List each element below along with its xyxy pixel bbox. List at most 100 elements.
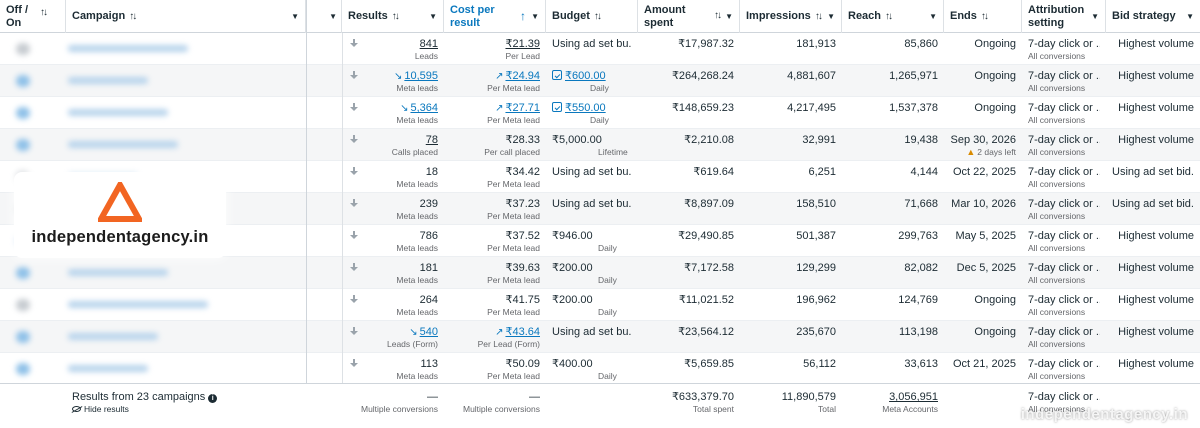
attribution-cell[interactable]: 7-day click or ... All conversions	[1022, 33, 1106, 65]
bid-strategy-cell[interactable]: Highest volume	[1106, 225, 1200, 257]
attribution-value[interactable]: 7-day click or ...	[1028, 198, 1100, 210]
results-value[interactable]: 540	[419, 326, 438, 338]
budget-value[interactable]: ₹400.00	[552, 358, 593, 370]
campaign-name-blurred[interactable]	[68, 45, 188, 52]
bid-strategy-cell[interactable]: Highest volume	[1106, 289, 1200, 321]
campaign-name-blurred[interactable]	[68, 141, 178, 148]
cost-cell[interactable]: ₹21.39 Per Lead	[444, 33, 546, 65]
cost-cell[interactable]: ₹39.63 Per Meta lead	[444, 257, 546, 289]
bid-strategy-cell[interactable]: Using ad set bid...	[1106, 161, 1200, 193]
toggle-switch[interactable]	[16, 139, 30, 151]
sort-icon[interactable]: ↑↓	[391, 11, 400, 22]
bid-strategy-cell[interactable]: Highest volume	[1106, 33, 1200, 65]
sort-icon[interactable]: ↑↓	[814, 11, 823, 22]
campaign-name-blurred[interactable]	[68, 269, 168, 276]
results-cell[interactable]: 78 Calls placed	[342, 129, 444, 161]
table-row[interactable]: 786 Meta leads ₹37.52 Per Meta lead ₹946.00 D…	[0, 225, 1200, 257]
results-cell[interactable]: ↘ 540 Leads (Form)	[342, 321, 444, 353]
bid-strategy-cell[interactable]: Highest volume	[1106, 129, 1200, 161]
toggle-switch[interactable]	[16, 107, 30, 119]
column-header-off-on[interactable]: Off / On ↑↓	[0, 0, 66, 33]
cost-value[interactable]: ₹28.33	[505, 134, 540, 146]
download-icon[interactable]	[350, 263, 358, 273]
download-icon[interactable]	[350, 167, 358, 177]
bid-strategy-value[interactable]: Highest volume	[1118, 70, 1194, 82]
chevron-down-icon[interactable]: ▼	[1186, 12, 1194, 21]
bid-strategy-cell[interactable]: Highest volume	[1106, 353, 1200, 385]
cost-value[interactable]: ₹50.09	[505, 358, 540, 370]
bid-strategy-cell[interactable]: Highest volume	[1106, 65, 1200, 97]
attribution-cell[interactable]: 7-day click or ... All conversions	[1022, 65, 1106, 97]
cost-cell[interactable]: ↗ ₹43.64 Per Lead (Form)	[444, 321, 546, 353]
table-row[interactable]: ↘ 10,595 Meta leads ↗ ₹24.94 Per Meta lead ₹60…	[0, 65, 1200, 97]
budget-value[interactable]: ₹600.00	[565, 70, 606, 82]
hide-results-button[interactable]: Hide results	[72, 404, 300, 415]
budget-cell[interactable]: ₹400.00 Daily	[546, 353, 638, 385]
sort-icon[interactable]: ↑↓	[129, 11, 137, 22]
download-icon[interactable]	[350, 231, 358, 241]
results-cell[interactable]: 786 Meta leads	[342, 225, 444, 257]
bid-strategy-value[interactable]: Highest volume	[1118, 326, 1194, 338]
download-icon[interactable]	[350, 359, 358, 369]
cost-cell[interactable]: ₹37.23 Per Meta lead	[444, 193, 546, 225]
attribution-value[interactable]: 7-day click or ...	[1028, 358, 1100, 370]
attribution-value[interactable]: 7-day click or ...	[1028, 294, 1100, 306]
footer-reach-value[interactable]: 3,056,951	[889, 391, 938, 403]
attribution-value[interactable]: 7-day click or ...	[1028, 230, 1100, 242]
column-header-budget[interactable]: Budget ↑↓	[546, 0, 638, 33]
sort-ascending-icon[interactable]: ↑	[520, 9, 526, 23]
results-cell[interactable]: 841 Leads	[342, 33, 444, 65]
toggle-switch[interactable]	[16, 363, 30, 375]
bid-strategy-cell[interactable]: Highest volume	[1106, 321, 1200, 353]
budget-cell[interactable]: ₹5,000.00 Lifetime	[546, 129, 638, 161]
campaign-name-blurred[interactable]	[68, 333, 158, 340]
cost-value[interactable]: ₹41.75	[505, 294, 540, 306]
table-row[interactable]: ↘ 540 Leads (Form) ↗ ₹43.64 Per Lead (Form) Us…	[0, 321, 1200, 353]
budget-value[interactable]: ₹946.00	[552, 230, 593, 242]
chevron-down-icon[interactable]: ▼	[531, 12, 539, 21]
info-icon[interactable]: i	[208, 394, 218, 403]
chevron-down-icon[interactable]: ▼	[329, 12, 337, 21]
cost-value[interactable]: ₹24.94	[505, 70, 540, 82]
cost-value[interactable]: ₹37.52	[505, 230, 540, 242]
bid-strategy-value[interactable]: Highest volume	[1118, 102, 1194, 114]
attribution-value[interactable]: 7-day click or ...	[1028, 102, 1100, 114]
results-value[interactable]: 264	[419, 294, 438, 306]
bid-strategy-value[interactable]: Highest volume	[1118, 294, 1194, 306]
campaign-name-blurred[interactable]	[68, 77, 148, 84]
budget-cell[interactable]: ₹200.00 Daily	[546, 257, 638, 289]
table-row[interactable]: 18 Meta leads ₹34.42 Per Meta lead Using ad …	[0, 161, 1200, 193]
chevron-down-icon[interactable]: ▼	[1091, 12, 1099, 21]
toggle-switch[interactable]	[16, 331, 30, 343]
attribution-cell[interactable]: 7-day click or ... All conversions	[1022, 225, 1106, 257]
results-cell[interactable]: 113 Meta leads	[342, 353, 444, 385]
budget-value[interactable]: Using ad set bu...	[552, 38, 632, 50]
results-cell[interactable]: 18 Meta leads	[342, 161, 444, 193]
sort-icon[interactable]: ↑↓	[980, 11, 989, 22]
attribution-cell[interactable]: 7-day click or ... All conversions	[1022, 161, 1106, 193]
cost-value[interactable]: ₹37.23	[505, 198, 540, 210]
budget-cell[interactable]: ₹946.00 Daily	[546, 225, 638, 257]
cost-cell[interactable]: ↗ ₹27.71 Per Meta lead	[444, 97, 546, 129]
budget-cell[interactable]: Using ad set bu...	[546, 321, 638, 353]
results-value[interactable]: 78	[425, 134, 438, 146]
bid-strategy-cell[interactable]: Highest volume	[1106, 97, 1200, 129]
bid-strategy-cell[interactable]: Using ad set bid...	[1106, 193, 1200, 225]
cost-cell[interactable]: ₹28.33 Per call placed	[444, 129, 546, 161]
cost-cell[interactable]: ₹37.52 Per Meta lead	[444, 225, 546, 257]
budget-cell[interactable]: Using ad set bu...	[546, 33, 638, 65]
results-cell[interactable]: 181 Meta leads	[342, 257, 444, 289]
bid-strategy-value[interactable]: Highest volume	[1118, 230, 1194, 242]
budget-value[interactable]: ₹550.00	[565, 102, 606, 114]
table-row[interactable]: ↘ 5,364 Meta leads ↗ ₹27.71 Per Meta lead ₹550…	[0, 97, 1200, 129]
download-icon[interactable]	[350, 135, 358, 145]
toggle-switch[interactable]	[16, 75, 30, 87]
attribution-cell[interactable]: 7-day click or ... All conversions	[1022, 257, 1106, 289]
budget-cell[interactable]: Using ad set bu...	[546, 193, 638, 225]
budget-value[interactable]: Using ad set bu...	[552, 326, 632, 338]
cost-value[interactable]: ₹21.39	[505, 38, 540, 50]
column-header-ends[interactable]: Ends ↑↓	[944, 0, 1022, 33]
budget-cell[interactable]: ₹600.00 Daily	[546, 65, 638, 97]
results-value[interactable]: 18	[425, 166, 438, 178]
table-row[interactable]: 78 Calls placed ₹28.33 Per call placed ₹5,00…	[0, 129, 1200, 161]
